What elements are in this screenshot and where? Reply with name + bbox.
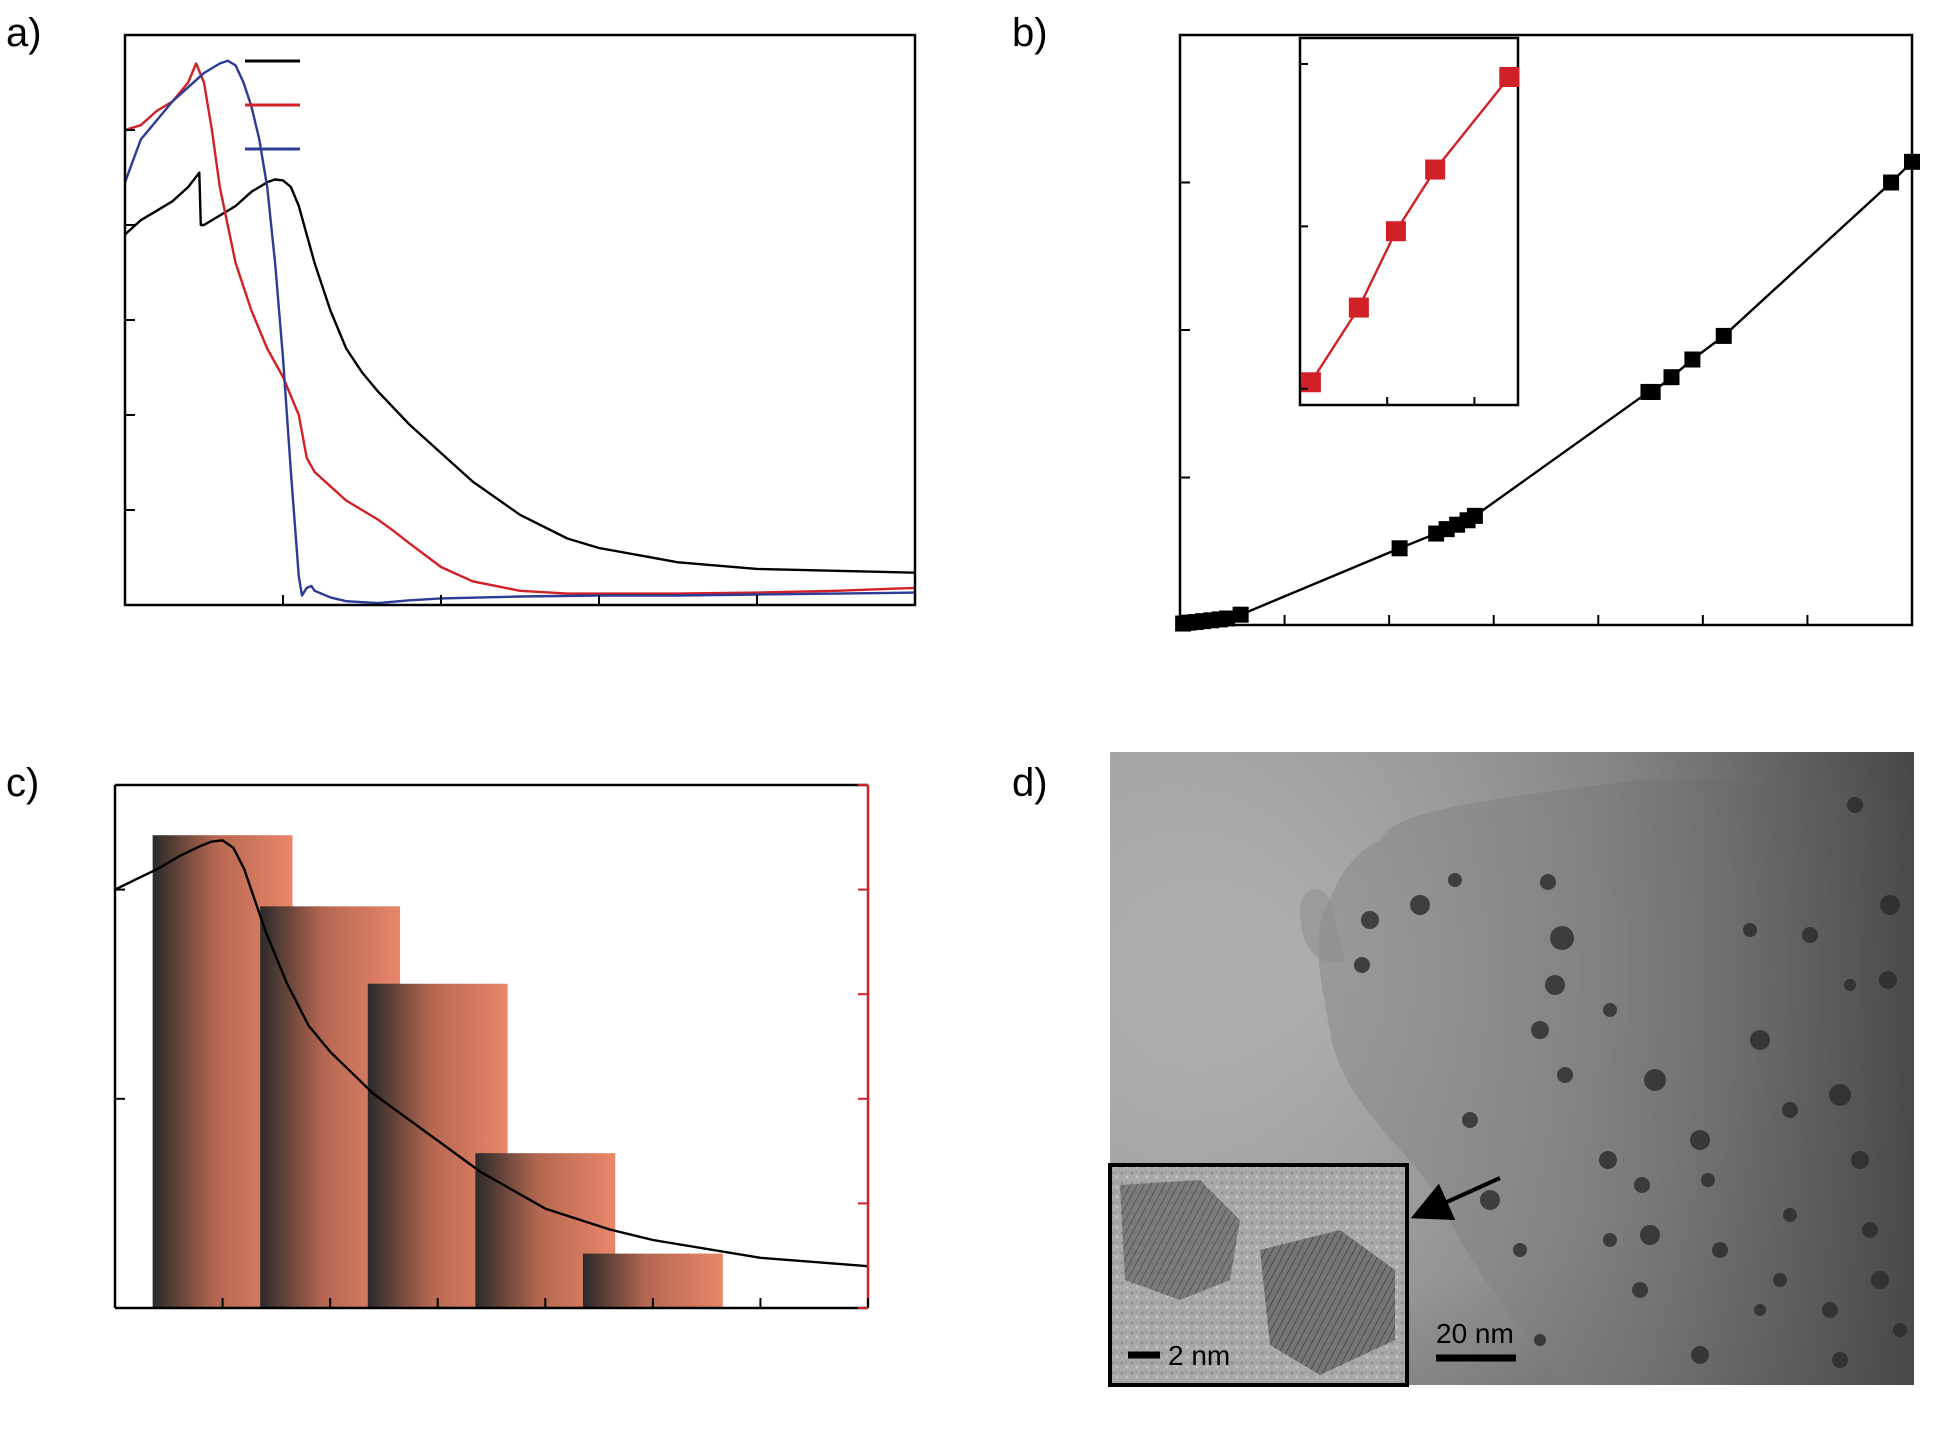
panel-label-d: d) [1012,761,1048,805]
tem-nanoparticle [1822,1302,1838,1318]
absorbance-line [114,839,869,1268]
inset-data-point [1300,372,1321,393]
tem-nanoparticle [1829,1084,1851,1106]
data-point [1684,351,1701,368]
tem-nanoparticle [1540,874,1556,890]
tem-nanoparticle [1871,1271,1889,1289]
tem-nanoparticle [1534,1334,1546,1346]
tem-nanoparticle [1851,1151,1869,1169]
tem-nanoparticle [1632,1282,1648,1298]
tem-nanoparticle [1862,1222,1878,1238]
tem-nanoparticle [1743,923,1757,937]
series-line-main [1182,161,1913,625]
tem-nanoparticle [1750,1030,1770,1050]
series-line-1 [124,62,916,595]
tem-nanoparticle [1712,1242,1728,1258]
data-point [1883,174,1900,191]
chart-a-absorbance [123,33,917,607]
tem-nanoparticle [1773,1273,1787,1287]
tem-nanoparticles [1354,797,1907,1368]
tem-nanoparticle [1531,1021,1549,1039]
tem-nanoparticle [1690,1130,1710,1150]
series-line-2 [123,59,916,605]
data-point [1715,327,1732,344]
tem-nanoparticle [1361,911,1379,929]
chart-b-plot-frame [1178,33,1914,627]
tem-nanoparticle [1847,797,1863,813]
tem-main-scalebar-label: 20 nm [1436,1318,1514,1349]
chart-c-quantum-efficiency [113,783,870,1310]
tem-nanoparticle [1462,1112,1478,1128]
chart-b-h2-production [1175,33,1920,632]
tem-nanoparticle [1783,1208,1797,1222]
tem-nanoparticle [1754,1304,1766,1316]
tem-nanoparticle [1880,895,1900,915]
tem-nanoparticle [1644,1069,1666,1091]
inset-data-point [1425,159,1446,180]
tem-inset-scalebar-label: 2 nm [1168,1340,1230,1371]
tem-nanoparticle [1893,1323,1907,1337]
tem-nanoparticle [1410,895,1430,915]
tem-nanoparticle [1640,1225,1660,1245]
data-point [1219,610,1236,627]
tem-nanoparticle [1545,975,1565,995]
tem-nanoparticle [1832,1352,1848,1368]
panel-label-a: a) [6,11,42,55]
data-point [1232,606,1249,623]
chart-a-plot-frame [123,33,917,607]
data-point [1391,540,1408,557]
tem-nanoparticle [1550,926,1574,950]
panel-label-b: b) [1012,11,1048,55]
tem-nanoparticle [1879,971,1897,989]
tem-nanoparticle [1354,957,1370,973]
tem-nanoparticle [1691,1346,1709,1364]
inset-data-point [1385,221,1406,242]
tem-arrow [1410,1176,1501,1221]
tem-nanoparticle [1480,1190,1500,1210]
data-point [1466,507,1483,524]
panel-label-c: c) [6,761,39,805]
tem-micrograph: 2 nm 20 nm [1108,752,1914,1387]
tem-nanoparticle [1634,1177,1650,1193]
inset-data-point [1499,66,1520,87]
tem-nanoparticle [1802,927,1818,943]
tem-nanoparticle [1513,1243,1527,1257]
series-line-0 [124,171,916,574]
tem-nanoparticle [1844,979,1856,991]
data-point [1663,369,1680,386]
tem-nanoparticle [1782,1102,1798,1118]
tem-nanoparticle [1701,1173,1715,1187]
inset-data-point [1348,297,1369,318]
tem-inset-crystal-1 [1120,1180,1240,1300]
tem-nanoparticle [1599,1151,1617,1169]
tem-nanoparticle [1603,1233,1617,1247]
tem-nanoparticle [1557,1067,1573,1083]
tem-nanoparticle [1603,1003,1617,1017]
tem-inset-crystal-2 [1260,1230,1395,1375]
data-point [1644,383,1661,400]
tem-nanoparticle [1448,873,1462,887]
